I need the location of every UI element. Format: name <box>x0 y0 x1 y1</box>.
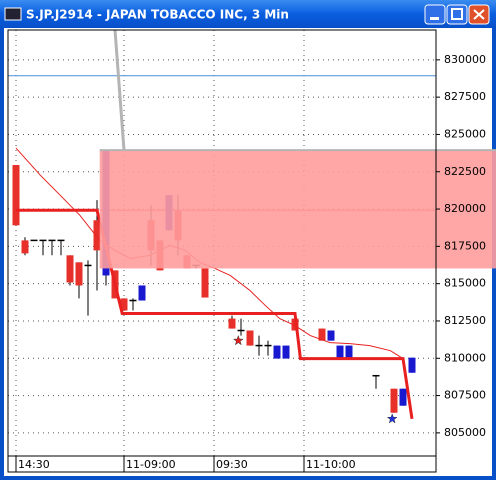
chart-layer: 805000 807500 810000 812500 815000 817500 8200… <box>8 30 496 472</box>
candle-body <box>129 299 137 302</box>
close-icon <box>473 9 485 20</box>
y-tick-label: 820000 <box>444 202 486 215</box>
candle-body <box>30 239 38 242</box>
candle-body <box>255 344 263 347</box>
window-title: S.JP.J2914 - JAPAN TOBACCO INC, 3 Min <box>26 8 289 22</box>
y-tick-label: 830000 <box>444 53 486 66</box>
maximize-button[interactable] <box>446 4 468 25</box>
candle-body <box>237 329 245 332</box>
x-tick-label: 09:30 <box>216 458 248 471</box>
candle-body <box>318 328 326 341</box>
candle-body <box>246 330 254 346</box>
x-tick-label: 11-09:00 <box>126 458 176 471</box>
candle-body <box>399 388 407 406</box>
y-tick-label: 825000 <box>444 127 486 140</box>
x-axis-strip <box>7 455 437 473</box>
overlay-line <box>16 208 414 420</box>
overlay-line <box>15 147 404 359</box>
minimize-button[interactable] <box>424 4 446 25</box>
zone <box>99 150 496 269</box>
y-tick-label: 812500 <box>444 314 486 327</box>
maximize-icon <box>451 8 463 20</box>
candle-body <box>408 357 416 373</box>
candle-body <box>21 240 29 254</box>
y-tick-label: 807500 <box>444 389 486 402</box>
y-tick-label: 827500 <box>444 90 486 103</box>
trade-marker <box>386 413 398 424</box>
window-buttons[interactable] <box>424 4 490 25</box>
y-tick-label: 817500 <box>444 239 486 252</box>
candle-body <box>12 165 20 226</box>
candle-body <box>282 345 290 359</box>
candle-body <box>228 318 236 329</box>
y-tick-label: 805000 <box>444 426 486 439</box>
candle-body <box>39 239 47 242</box>
minimize-icon <box>430 17 439 20</box>
y-tick-label: 810000 <box>444 351 486 364</box>
candle-body <box>201 268 209 298</box>
candle-body <box>120 298 128 311</box>
candle-body <box>390 388 398 413</box>
candle-body <box>327 330 335 341</box>
candle-body <box>138 285 146 301</box>
y-tick-label: 815000 <box>444 277 486 290</box>
title-bar <box>0 0 496 28</box>
candle-body <box>75 262 83 286</box>
candle-body <box>345 345 353 359</box>
candle-body <box>336 345 344 359</box>
overlay-line <box>113 30 126 151</box>
app-icon <box>4 7 22 21</box>
candle-body <box>372 374 380 377</box>
candle-body <box>273 345 281 359</box>
candle-body <box>57 239 65 242</box>
candle-body <box>84 264 92 267</box>
candle-body <box>66 255 74 283</box>
trade-marker <box>232 334 244 346</box>
candle-body <box>93 220 101 251</box>
x-tick-label: 14:30 <box>18 458 50 471</box>
y-tick-label: 822500 <box>444 165 486 178</box>
candle-body <box>264 344 272 347</box>
x-tick-label: 11-10:00 <box>306 458 356 471</box>
candle-body <box>48 239 56 242</box>
